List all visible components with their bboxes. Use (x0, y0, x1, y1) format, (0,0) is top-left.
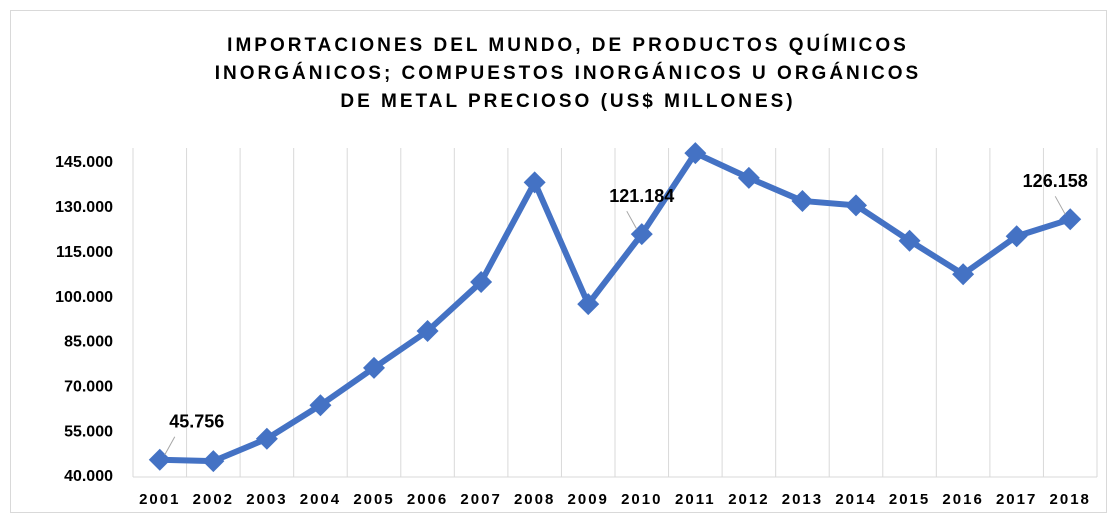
marker (255, 427, 278, 450)
marker (470, 270, 493, 293)
leader-line (164, 436, 176, 456)
x-tick-label: 2016 (942, 491, 983, 508)
line (159, 150, 1072, 465)
marker (684, 142, 707, 165)
x-tick-label: 2010 (621, 491, 662, 508)
marker (791, 189, 814, 212)
x-tick-label: 2001 (139, 491, 180, 508)
y-tick-label: 40.000 (64, 468, 113, 485)
leader-line (626, 210, 638, 230)
y-tick-label: 55.000 (64, 423, 113, 440)
marker (202, 450, 225, 473)
marker (898, 229, 921, 252)
chart-title: IMPORTACIONES DEL MUNDO, DE PRODUCTOS QU… (227, 34, 909, 56)
x-tick-label: 2007 (460, 491, 501, 508)
y-tick-label: 100.000 (55, 289, 113, 306)
marker (363, 356, 385, 379)
x-tick-label: 2009 (568, 491, 609, 508)
y-tick-label: 130.000 (55, 199, 113, 216)
marker (416, 320, 439, 343)
y-tick-label: 85.000 (64, 334, 113, 351)
chart-border (10, 10, 1107, 513)
y-tick-label: 115.000 (56, 244, 113, 261)
chart-title: DE METAL PRECIOSO (US$ MILLONES) (340, 91, 795, 112)
data-label: 126.158 (1023, 171, 1088, 191)
marker (1005, 225, 1028, 248)
marker (577, 293, 600, 316)
x-tick-label: 2013 (782, 491, 823, 508)
x-tick-label: 2018 (1050, 491, 1091, 508)
x-tick-label: 2017 (996, 491, 1037, 508)
marker (309, 394, 332, 417)
x-tick-label: 2004 (300, 491, 341, 508)
marker (737, 166, 760, 189)
marker (952, 263, 975, 286)
x-tick-label: 2003 (246, 491, 287, 508)
x-tick-label: 2011 (675, 491, 716, 508)
x-tick-label: 2015 (889, 491, 930, 508)
y-tick-label: 70.000 (64, 378, 113, 395)
leader-line (1054, 196, 1066, 215)
x-tick-label: 2005 (353, 491, 394, 508)
x-tick-label: 2008 (514, 491, 555, 508)
y-tick-label: 145.000 (55, 154, 113, 171)
x-tick-label: 2014 (835, 491, 876, 508)
marker (523, 171, 546, 194)
marker (845, 194, 867, 217)
data-label: 45.756 (169, 412, 224, 432)
x-tick-label: 2006 (407, 491, 448, 508)
data-label: 121.184 (609, 186, 674, 206)
x-tick-label: 2012 (728, 491, 769, 508)
x-tick-label: 2002 (193, 491, 234, 508)
chart-title: INORGÁNICOS; COMPUESTOS INORGÁNICOS U OR… (215, 62, 921, 84)
